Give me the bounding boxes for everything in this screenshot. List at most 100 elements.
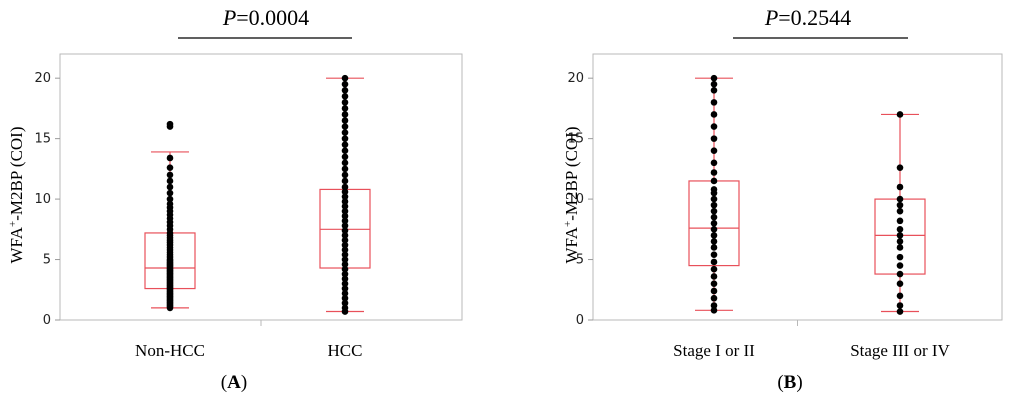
data-point xyxy=(710,280,718,288)
data-point xyxy=(341,236,349,244)
data-point xyxy=(896,253,904,261)
data-point xyxy=(341,74,349,82)
data-point xyxy=(341,222,349,229)
data-point xyxy=(166,164,174,171)
data-point xyxy=(896,302,904,309)
y-tick-label: 10 xyxy=(34,192,51,207)
box-hcc xyxy=(319,74,371,315)
y-tick-label: 0 xyxy=(43,313,51,328)
data-point xyxy=(710,177,718,185)
data-point xyxy=(896,207,904,215)
y-tick-label: 15 xyxy=(34,132,51,147)
panel-label-open: ( xyxy=(221,372,227,393)
data-point xyxy=(341,165,349,173)
data-point xyxy=(341,251,349,259)
box-stage-i-or-ii xyxy=(688,74,740,314)
data-point xyxy=(341,198,349,205)
data-point xyxy=(710,169,718,176)
data-point xyxy=(341,246,349,254)
data-point xyxy=(341,99,349,106)
data-point xyxy=(341,285,349,292)
data-point xyxy=(341,183,349,191)
data-point xyxy=(341,256,349,263)
data-point xyxy=(710,159,718,167)
y-tick-label: 10 xyxy=(567,192,584,207)
data-point xyxy=(341,270,349,278)
panel-label-close: ) xyxy=(796,372,802,393)
data-point xyxy=(341,280,349,288)
data-point xyxy=(896,244,904,251)
data-point xyxy=(341,304,349,312)
data-point xyxy=(896,308,904,315)
data-point xyxy=(166,195,174,203)
p-symbol: P xyxy=(222,5,236,30)
p-value: =0.0004 xyxy=(236,5,309,30)
panel-A: 0 5 10 15 20 WFA+-M2BP (COI) Non-HCC HCC P=0.000… xyxy=(7,5,463,393)
data-point xyxy=(710,207,718,215)
data-point xyxy=(896,292,904,300)
data-point xyxy=(341,212,349,220)
data-point xyxy=(341,105,349,112)
data-point xyxy=(341,232,349,239)
data-point xyxy=(341,80,349,88)
data-point xyxy=(710,147,718,155)
p-value-label: P=0.2544 xyxy=(764,5,851,30)
data-point xyxy=(166,183,174,191)
plot-frame xyxy=(592,53,1003,321)
data-point xyxy=(341,227,349,234)
y-axis-label-main: WFA xyxy=(7,226,26,263)
data-point xyxy=(341,135,349,142)
y-tick-label: 5 xyxy=(576,253,584,268)
panel-label: (B) xyxy=(777,372,802,393)
data-point xyxy=(710,226,718,233)
data-point xyxy=(341,159,349,167)
panel-B: 0 5 10 15 20 WFA+-M2BP (COI) Stage I or II Stag… xyxy=(562,5,1003,393)
data-point xyxy=(166,154,174,162)
data-point xyxy=(896,280,904,288)
data-point xyxy=(710,302,718,309)
box-non-hcc xyxy=(144,120,196,312)
p-value-label: P=0.0004 xyxy=(222,5,309,30)
y-tick-label: 0 xyxy=(576,313,584,328)
p-value: =0.2544 xyxy=(778,5,851,30)
y-axis-label-rest: -M2BP (COI) xyxy=(7,126,26,220)
data-point xyxy=(710,135,718,142)
data-point xyxy=(341,294,349,302)
data-point xyxy=(341,193,349,200)
data-point xyxy=(710,86,718,94)
data-point xyxy=(341,261,349,268)
data-point xyxy=(341,299,349,307)
data-point xyxy=(341,141,349,148)
data-point xyxy=(341,265,349,273)
data-point xyxy=(896,226,904,233)
y-axis-label-sup: + xyxy=(562,221,574,227)
x-category-label: HCC xyxy=(328,341,363,360)
panel-label-close: ) xyxy=(241,372,247,393)
data-point xyxy=(710,201,718,209)
y-axis-label-rest: -M2BP (COI) xyxy=(562,126,581,220)
x-category-label: Stage III or IV xyxy=(850,341,950,360)
data-point xyxy=(341,86,349,94)
data-point xyxy=(341,241,349,249)
data-point xyxy=(341,203,349,210)
data-point xyxy=(896,238,904,245)
x-category-label: Stage I or II xyxy=(673,341,755,360)
panel-label-letter: B xyxy=(784,372,797,393)
data-point xyxy=(710,251,718,259)
data-point xyxy=(710,195,718,203)
data-point xyxy=(341,188,349,196)
data-point xyxy=(341,290,349,297)
y-axis-label: WFA+-M2BP (COI) xyxy=(7,126,26,263)
data-point xyxy=(166,189,174,197)
data-point xyxy=(710,111,718,118)
data-point xyxy=(710,287,718,295)
data-point xyxy=(341,153,349,161)
data-point xyxy=(710,80,718,88)
data-point xyxy=(341,217,349,225)
data-point xyxy=(896,262,904,269)
data-point xyxy=(710,307,718,314)
data-point xyxy=(341,147,349,155)
data-point xyxy=(710,265,718,273)
box-stage-iii-or-iv xyxy=(874,111,926,315)
